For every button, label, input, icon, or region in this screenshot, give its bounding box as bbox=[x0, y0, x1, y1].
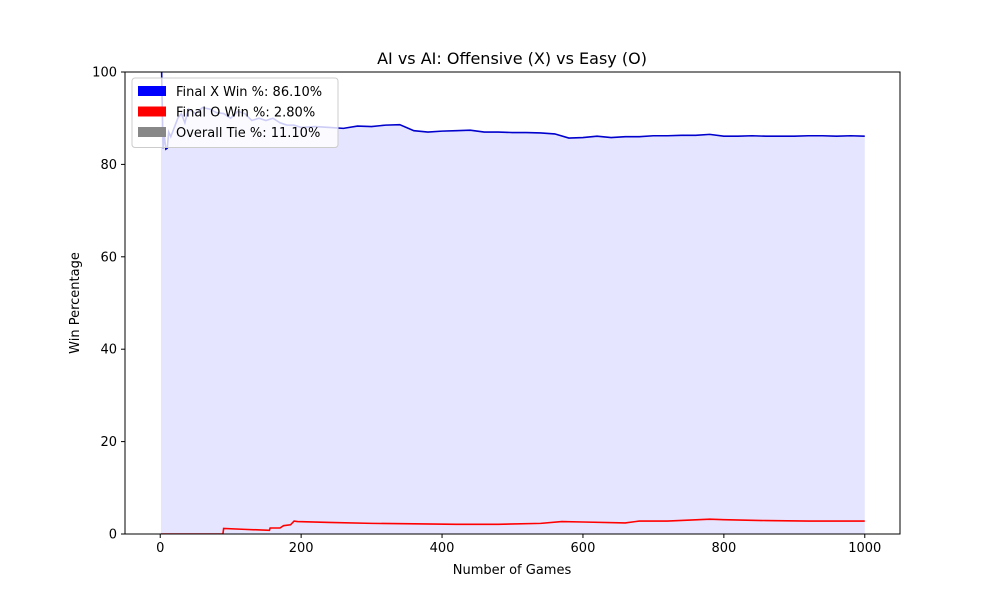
legend-label: Final O Win %: 2.80% bbox=[176, 106, 315, 121]
x-tick-label: 200 bbox=[289, 541, 314, 556]
x-tick-label: 800 bbox=[711, 541, 736, 556]
x-tick-label: 600 bbox=[571, 541, 596, 556]
legend-swatch bbox=[138, 86, 166, 96]
o-win-line bbox=[160, 518, 865, 534]
x-tick-label: 400 bbox=[430, 541, 455, 556]
plot-frame bbox=[124, 71, 901, 535]
legend-label: Overall Tie %: 11.10% bbox=[176, 126, 320, 141]
legend-label: Final X Win %: 86.10% bbox=[176, 85, 322, 100]
chart-title: AI vs AI: Offensive (X) vs Easy (O) bbox=[377, 49, 647, 68]
y-axis-label: Win Percentage bbox=[68, 252, 83, 354]
y-tick-label: 80 bbox=[100, 158, 117, 173]
x-tick-label: 1000 bbox=[848, 541, 881, 556]
x-axis-label: Number of Games bbox=[453, 563, 572, 578]
y-tick-label: 20 bbox=[100, 435, 117, 450]
y-tick-label: 40 bbox=[100, 343, 117, 358]
x-tick-label: 0 bbox=[156, 541, 164, 556]
legend-swatch bbox=[138, 127, 166, 137]
legend-swatch bbox=[138, 106, 166, 117]
x-win-area bbox=[160, 72, 865, 534]
y-tick-label: 0 bbox=[109, 528, 117, 543]
y-tick-label: 60 bbox=[100, 250, 117, 265]
y-tick-label: 100 bbox=[92, 66, 117, 81]
legend-box bbox=[131, 77, 339, 148]
